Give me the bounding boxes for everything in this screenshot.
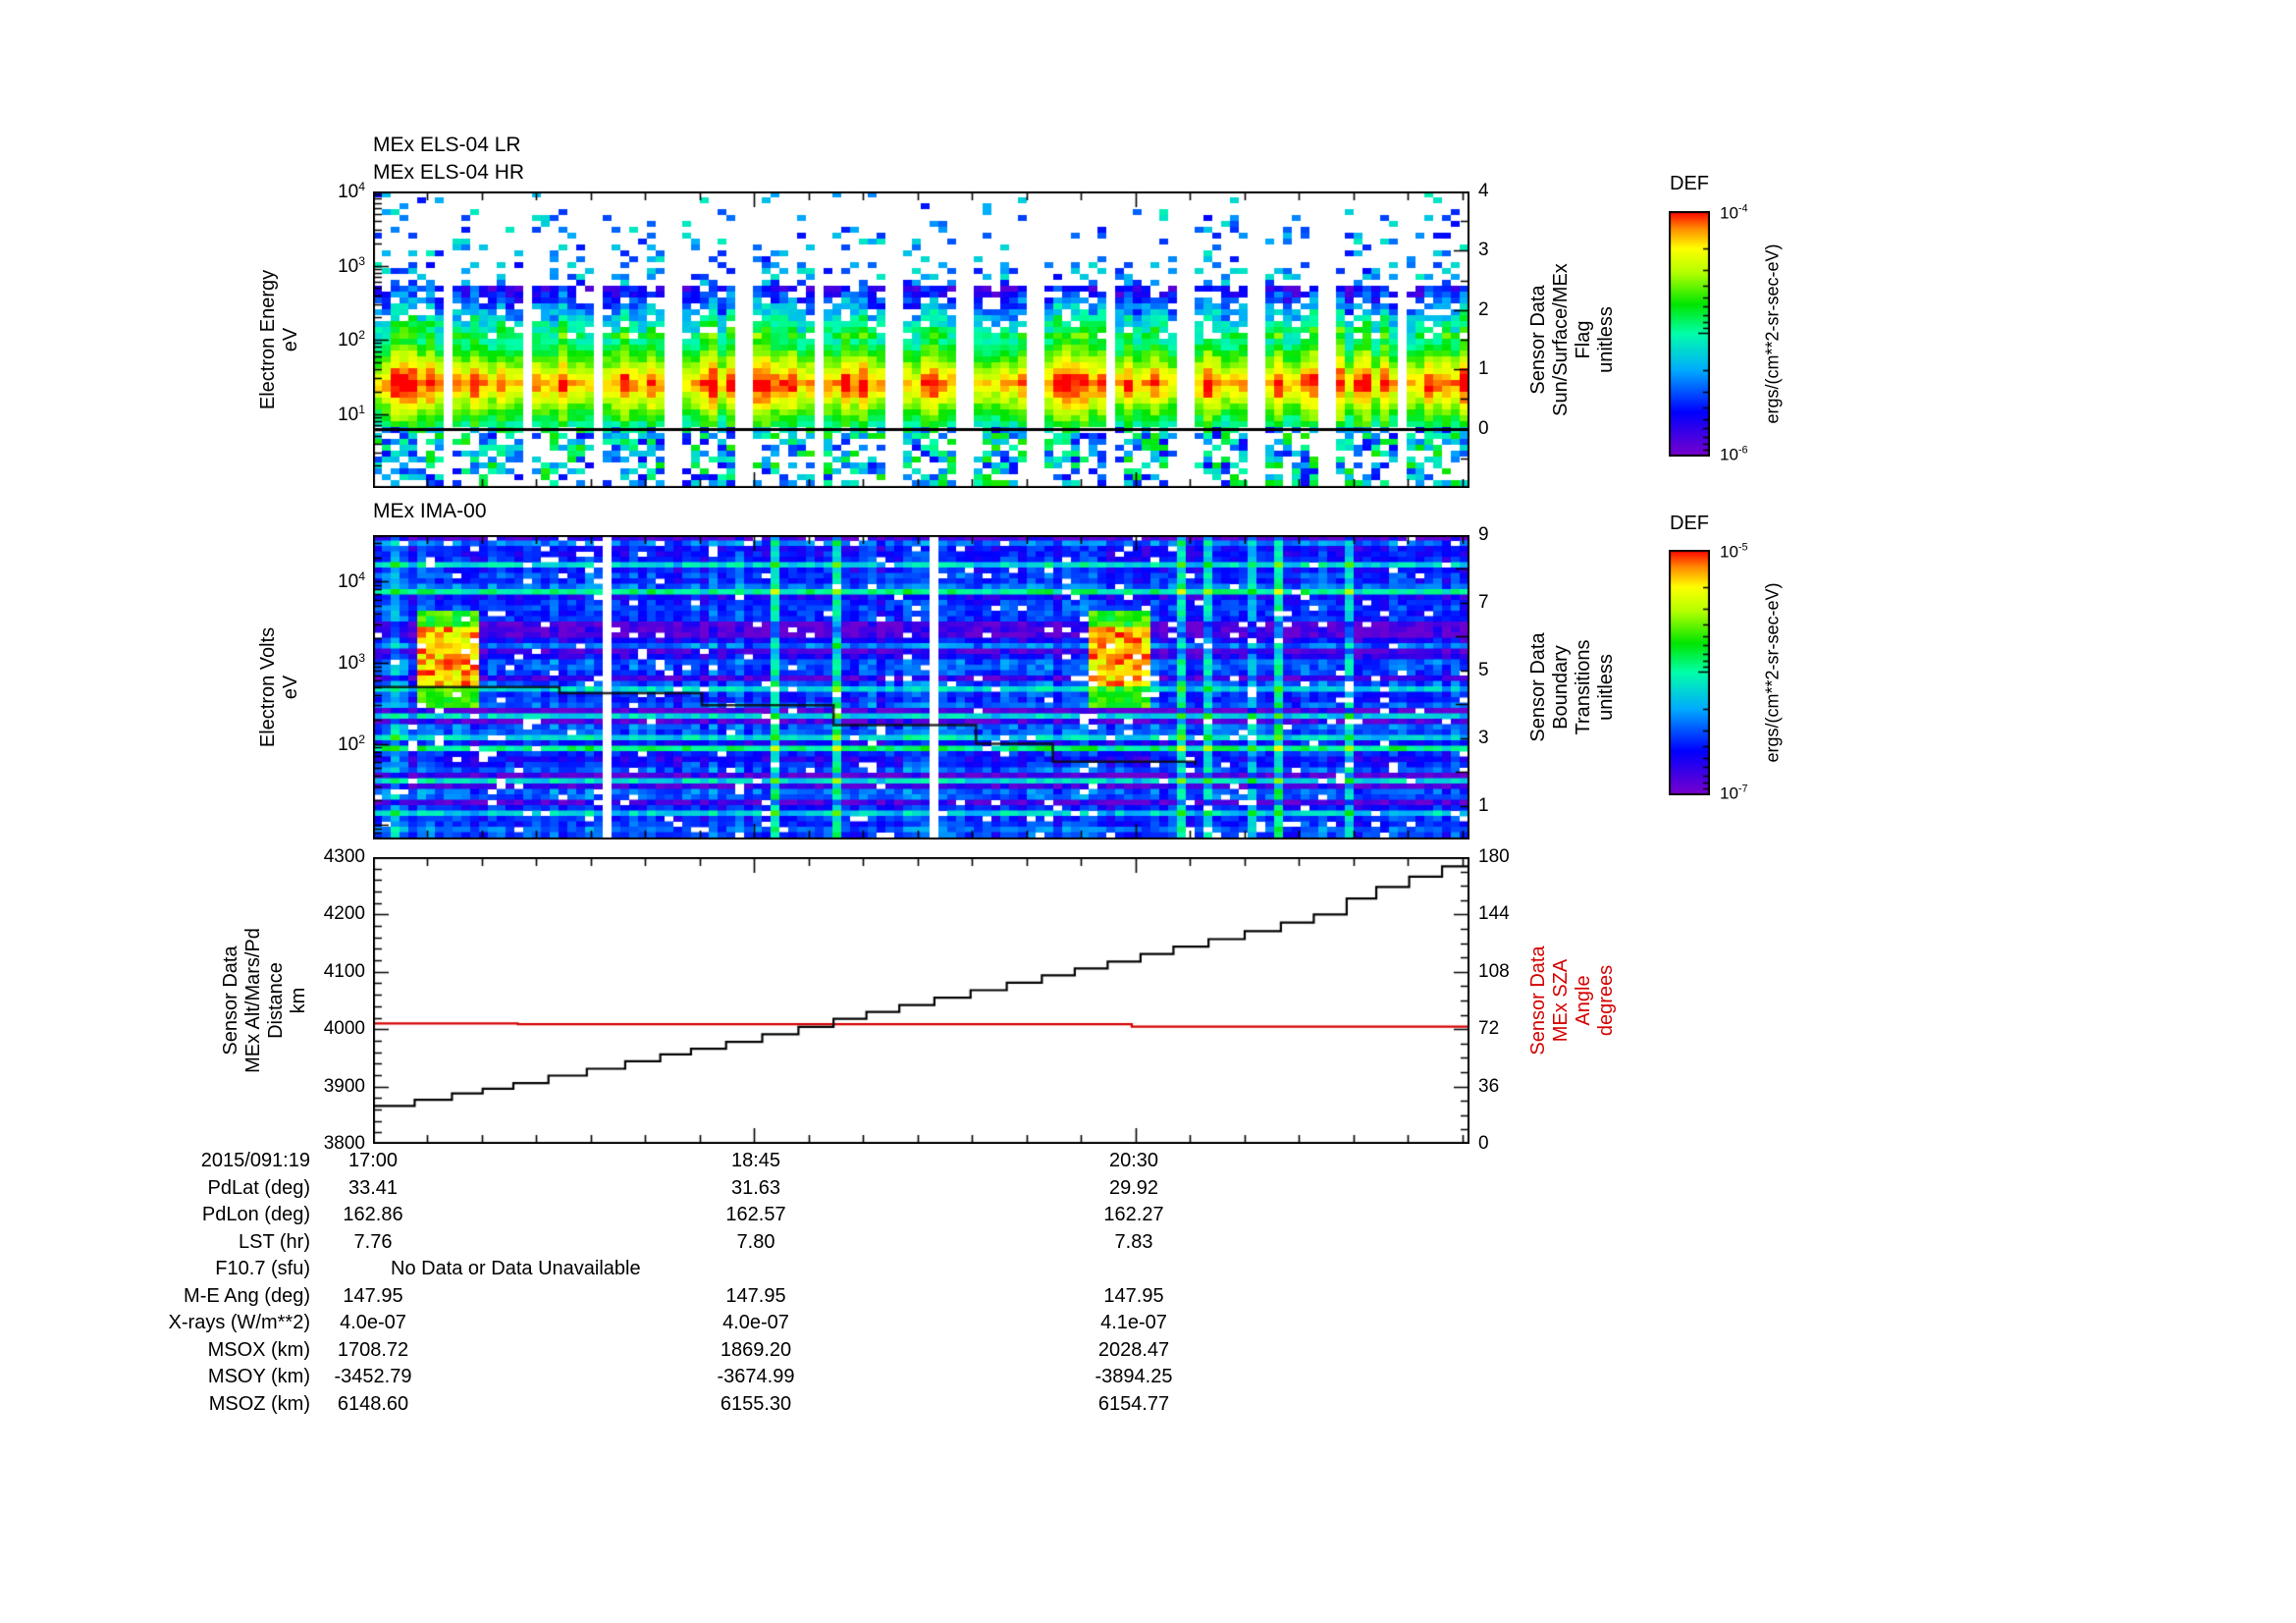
colorbar1-top-tick-label: 10-4 [1720, 202, 1748, 223]
table-cell: 147.95 [343, 1285, 403, 1307]
colorbar1-canvas [1669, 211, 1710, 457]
row-label: X-rays (W/m**2) [168, 1312, 310, 1333]
row-label: MSOY (km) [207, 1366, 310, 1387]
table-cell: 20:30 [1108, 1150, 1159, 1171]
ima-boundary-tick-label: 1 [1478, 794, 1489, 816]
ima-title: MEx IMA-00 [373, 500, 487, 522]
els-title-hr: MEx ELS-04 HR [373, 161, 525, 184]
colorbar1-title: DEF [1670, 173, 1709, 194]
els-flag-tick-label: 0 [1478, 417, 1489, 439]
altitude-tick-label: 3800 [323, 1133, 365, 1154]
table-row: PdLon (deg) 162.86 162.57 162.27 [0, 1201, 2296, 1228]
els-y-tick-label: 104 [338, 179, 365, 203]
sza-tick-label: 108 [1478, 960, 1510, 982]
table-cell: -3894.25 [1095, 1366, 1173, 1387]
table-row: M-E Ang (deg) 147.95 147.95 147.95 [0, 1282, 2296, 1310]
row-label: 2015/091:19 [200, 1150, 310, 1171]
sza-tick-label: 36 [1478, 1075, 1500, 1097]
colorbar2-top-tick-label: 10-5 [1720, 541, 1748, 562]
table-cell: 6154.77 [1097, 1393, 1170, 1415]
table-row: MSOZ (km) 6148.60 6155.30 6154.77 [0, 1390, 2296, 1418]
sza-tick-label: 72 [1478, 1018, 1500, 1040]
els-heatmap-canvas [373, 191, 1469, 488]
table-cell: 2028.47 [1097, 1339, 1170, 1361]
table-row-f107: F10.7 (sfu) No Data or Data Unavailable [0, 1255, 2296, 1282]
table-cell: 6148.60 [337, 1393, 409, 1415]
table-cell: 147.95 [1103, 1285, 1164, 1307]
colorbar2-canvas [1669, 550, 1710, 795]
table-row: X-rays (W/m**2) 4.0e-07 4.0e-07 4.1e-07 [0, 1309, 2296, 1336]
ima-y-tick-label: 102 [338, 731, 365, 755]
ima-boundary-tick-label: 7 [1478, 591, 1489, 613]
els-flag-tick-label: 1 [1478, 358, 1489, 380]
row-label: MSOZ (km) [208, 1393, 310, 1415]
table-cell: 1708.72 [337, 1339, 409, 1361]
row-label: PdLon (deg) [201, 1204, 310, 1225]
no-data-message: No Data or Data Unavailable [391, 1258, 641, 1279]
els-y-tick-label: 102 [338, 327, 365, 352]
ima-y-tick-label: 104 [338, 569, 365, 593]
sza-tick-label: 144 [1478, 903, 1510, 925]
els-flag-tick-label: 3 [1478, 240, 1489, 261]
row-label: LST (hr) [239, 1231, 310, 1253]
altitude-tick-label: 4300 [323, 846, 365, 867]
table-row: PdLat (deg) 33.41 31.63 29.92 [0, 1174, 2296, 1202]
table-cell: 18:45 [730, 1150, 781, 1171]
colorbar1-bottom-tick-label: 10-6 [1720, 444, 1748, 464]
table-cell: -3674.99 [717, 1366, 795, 1387]
table-cell: -3452.79 [334, 1366, 412, 1387]
row-label: PdLat (deg) [207, 1177, 310, 1199]
ima-y-tick-label: 103 [338, 650, 365, 675]
table-cell: 162.57 [725, 1204, 786, 1225]
table-row: LST (hr) 7.76 7.80 7.83 [0, 1228, 2296, 1256]
table-cell: 29.92 [1108, 1177, 1159, 1199]
els-y-tick-label: 103 [338, 253, 365, 277]
table-cell: 17:00 [347, 1150, 399, 1171]
altitude-tick-label: 4000 [323, 1018, 365, 1040]
table-cell: 7.76 [353, 1231, 393, 1253]
altitude-tick-label: 4100 [323, 960, 365, 982]
table-cell: 162.27 [1103, 1204, 1164, 1225]
table-cell: 147.95 [725, 1285, 786, 1307]
colorbar2-title: DEF [1670, 513, 1709, 534]
table-row: MSOX (km) 1708.72 1869.20 2028.47 [0, 1336, 2296, 1364]
row-label: F10.7 (sfu) [215, 1258, 310, 1279]
table-cell: 162.86 [343, 1204, 403, 1225]
table-cell: 7.80 [736, 1231, 775, 1253]
table-cell: 4.1e-07 [1100, 1312, 1167, 1333]
altitude-tick-label: 3900 [323, 1075, 365, 1097]
table-cell: 33.41 [347, 1177, 399, 1199]
table-cell: 31.63 [730, 1177, 781, 1199]
colorbar2-bottom-tick-label: 10-7 [1720, 783, 1748, 803]
altitude-sza-canvas [373, 857, 1469, 1144]
altitude-tick-label: 4200 [323, 903, 365, 925]
table-cell: 4.0e-07 [340, 1312, 406, 1333]
table-cell: 4.0e-07 [722, 1312, 789, 1333]
els-flag-tick-label: 4 [1478, 181, 1489, 201]
sza-tick-label: 0 [1478, 1133, 1489, 1154]
sza-tick-label: 180 [1478, 846, 1510, 867]
table-cell: 6155.30 [720, 1393, 792, 1415]
ima-boundary-tick-label: 5 [1478, 659, 1489, 680]
ima-boundary-tick-label: 9 [1478, 524, 1489, 545]
row-label: MSOX (km) [207, 1339, 310, 1361]
els-y-tick-label: 101 [338, 402, 365, 425]
row-label: M-E Ang (deg) [184, 1285, 310, 1307]
els-flag-tick-label: 2 [1478, 298, 1489, 320]
els-title-lr: MEx ELS-04 LR [373, 134, 521, 156]
ima-boundary-tick-label: 3 [1478, 727, 1489, 748]
table-row: MSOY (km) -3452.79 -3674.99 -3894.25 [0, 1363, 2296, 1390]
table-cell: 7.83 [1114, 1231, 1153, 1253]
table-row-time: 2015/091:19 17:00 18:45 20:30 [0, 1147, 2296, 1174]
table-cell: 1869.20 [720, 1339, 792, 1361]
ima-heatmap-canvas [373, 535, 1469, 839]
